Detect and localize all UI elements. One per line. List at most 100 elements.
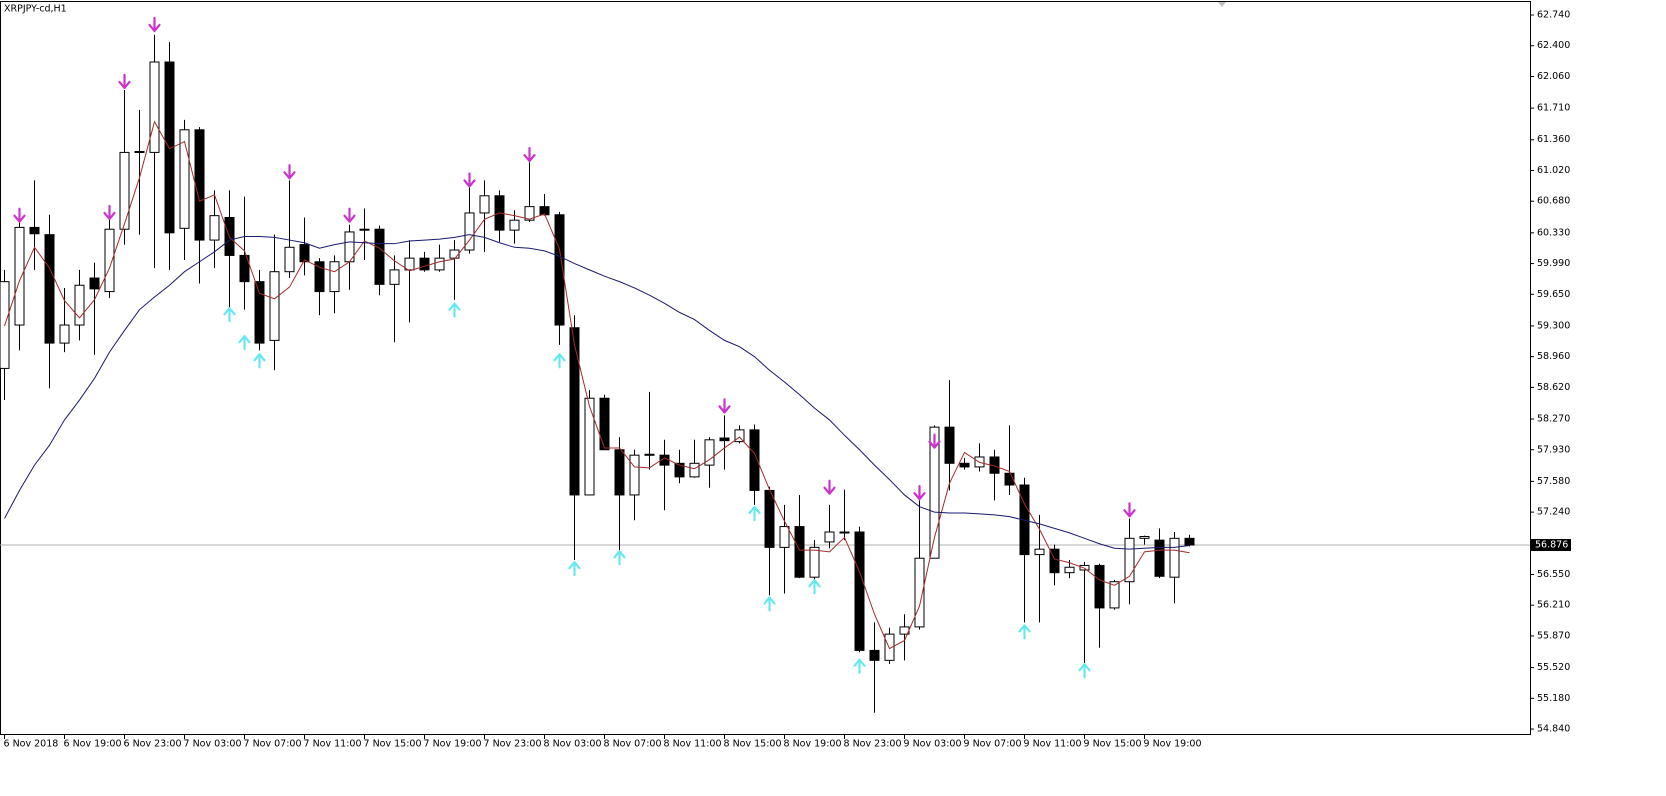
up-arrow [238, 335, 251, 351]
candle-body [629, 454, 640, 496]
down-arrow [13, 207, 26, 223]
y-tick-label: 58.960 [1537, 351, 1570, 362]
down-arrow [1123, 502, 1136, 518]
y-tick-label: 62.060 [1537, 71, 1570, 82]
candle-body [689, 462, 700, 478]
down-arrow [823, 479, 836, 495]
candle-body [44, 234, 55, 344]
candle-body [254, 281, 265, 344]
y-tick-label: 58.270 [1537, 414, 1570, 425]
candle-body [194, 129, 205, 241]
candle-body [239, 254, 250, 283]
up-arrow [1018, 624, 1031, 640]
y-tick-label: 55.870 [1537, 630, 1570, 641]
y-tick-label: 60.680 [1537, 196, 1570, 207]
up-arrow [223, 307, 236, 323]
candle-body [734, 429, 745, 443]
up-arrow [553, 353, 566, 369]
candle-body [794, 526, 805, 578]
candle-body [299, 244, 310, 263]
up-arrow [763, 596, 776, 612]
candle-body [209, 215, 220, 241]
candle-body [854, 531, 865, 651]
down-arrow [148, 16, 161, 33]
candle-body [749, 429, 760, 491]
up-arrow [253, 353, 266, 369]
candle-body [719, 437, 730, 442]
x-tick-label: 7 Nov 11:00 [304, 739, 362, 750]
candle-body [509, 219, 520, 231]
candle-body [914, 557, 925, 628]
candle-body [59, 324, 70, 344]
candle-body [1169, 537, 1180, 578]
y-tick-label: 62.740 [1537, 10, 1570, 21]
candle-body [674, 462, 685, 478]
candle-body [1034, 548, 1045, 556]
last-price-box [1531, 539, 1571, 552]
candle-body [434, 257, 445, 271]
candle-body [1004, 472, 1015, 486]
up-arrow [1078, 663, 1091, 679]
down-arrow [343, 207, 356, 223]
candle-body [1094, 564, 1105, 609]
candle-body [449, 249, 460, 259]
candle-body [284, 246, 295, 273]
candle-body [464, 212, 475, 251]
candle-body [1064, 566, 1075, 574]
candle-body [404, 257, 415, 271]
y-tick-label: 55.180 [1537, 693, 1570, 704]
plot-frame [0, 1, 1531, 735]
x-tick-label: 6 Nov 2018 [4, 739, 59, 750]
candle-body [1124, 537, 1135, 583]
candle-body [119, 151, 130, 230]
candle-body [179, 129, 190, 229]
candle-body [1184, 537, 1195, 546]
candle-body [149, 61, 160, 153]
candle-body [104, 228, 115, 293]
up-arrow [853, 658, 866, 674]
x-tick-label: 9 Nov 03:00 [904, 739, 962, 750]
up-arrow [613, 550, 626, 566]
x-tick-label: 9 Nov 11:00 [1024, 739, 1082, 750]
y-tick-label: 54.840 [1537, 724, 1570, 735]
candle-body [29, 226, 40, 235]
x-tick-label: 7 Nov 15:00 [364, 739, 422, 750]
y-tick-label: 59.990 [1537, 258, 1570, 269]
y-tick-label: 59.300 [1537, 320, 1570, 331]
y-tick-label: 61.710 [1537, 103, 1570, 114]
candle-body [1049, 548, 1060, 574]
candle-body [314, 261, 325, 293]
candle-body [479, 195, 490, 214]
down-arrow [718, 398, 731, 414]
down-arrow [103, 204, 116, 221]
down-arrow [928, 433, 941, 449]
candle-body [524, 206, 535, 221]
y-tick-label: 58.620 [1537, 382, 1570, 393]
y-tick-label: 61.020 [1537, 165, 1570, 176]
y-tick-label: 55.520 [1537, 662, 1570, 673]
down-arrow [913, 485, 926, 501]
x-tick-label: 9 Nov 15:00 [1084, 739, 1142, 750]
last-price-label: 56.876 [1535, 540, 1568, 551]
down-arrow [283, 164, 296, 180]
y-tick-label: 61.360 [1537, 134, 1570, 145]
y-tick-label: 56.210 [1537, 600, 1570, 611]
x-tick-label: 9 Nov 07:00 [964, 739, 1022, 750]
moving-average [4, 234, 1190, 550]
candle-body [869, 649, 880, 661]
candle-body [929, 426, 940, 559]
candle-body [764, 489, 775, 548]
up-arrow [808, 579, 821, 595]
x-tick-label: 9 Nov 19:00 [1144, 739, 1202, 750]
down-arrow [118, 73, 131, 89]
down-arrow [463, 172, 476, 188]
x-tick-label: 7 Nov 03:00 [184, 739, 242, 750]
candle-body [374, 228, 385, 285]
y-tick-label: 57.930 [1537, 444, 1570, 455]
candle-body [14, 226, 25, 326]
candle-body [824, 531, 835, 543]
candle-body [74, 284, 85, 326]
candle-body [944, 426, 955, 464]
y-tick-label: 56.550 [1537, 569, 1570, 580]
candle-body [779, 526, 790, 548]
